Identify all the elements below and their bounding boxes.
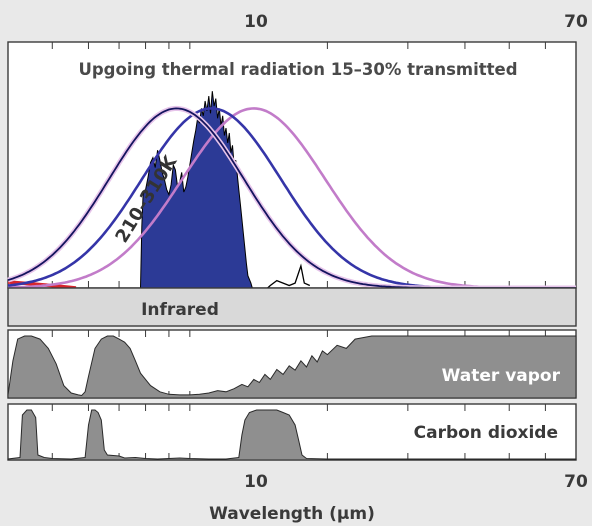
carbon-dioxide-label: Carbon dioxide (414, 423, 558, 443)
bottom-tick-label-10: 10 (244, 472, 268, 492)
emission-panel: Upgoing thermal radiation 15–30% transmi… (7, 41, 577, 291)
bottom-wavelength-axis: 10 70 Wavelength (µm) (209, 472, 588, 524)
infrared-band-background (7, 287, 577, 327)
water-vapor-panel: Water vapor (7, 329, 577, 399)
transmitted-radiation-tail (267, 263, 311, 289)
carbon-dioxide-panel: Carbon dioxide (7, 403, 577, 461)
x-axis-title: Wavelength (µm) (209, 504, 375, 524)
infrared-label: Infrared (141, 300, 219, 320)
water-vapor-label: Water vapor (442, 366, 561, 386)
emission-panel-title: Upgoing thermal radiation 15–30% transmi… (78, 60, 517, 79)
water-vapor-absorption-area (7, 335, 577, 399)
top-tick-label-10: 10 (244, 12, 268, 32)
infrared-band: Infrared (7, 287, 577, 327)
transmitted-radiation-area (139, 91, 253, 289)
carbon-dioxide-absorption-area (7, 409, 577, 461)
top-wavelength-axis: 10 70 (244, 12, 588, 32)
top-tick-label-70: 70 (564, 12, 588, 32)
bottom-tick-label-70: 70 (564, 472, 588, 492)
